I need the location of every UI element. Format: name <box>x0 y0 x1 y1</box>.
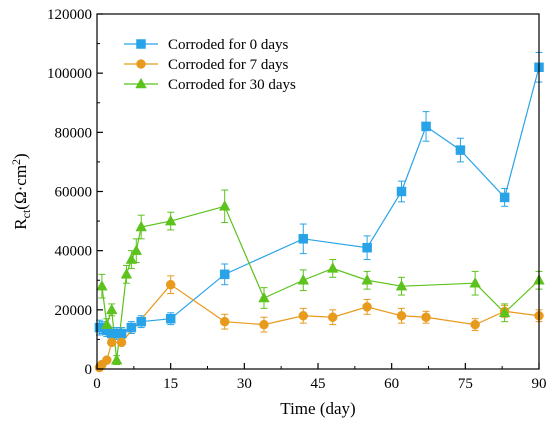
x-tick-label: 90 <box>532 376 547 392</box>
data-point-square <box>396 186 407 197</box>
y-tick-label: 20000 <box>55 303 93 319</box>
data-point-square <box>136 316 146 327</box>
data-point-square <box>165 313 176 324</box>
data-point-triangle <box>361 274 373 285</box>
data-point-circle <box>259 319 269 330</box>
y-axis: 0 20000 40000 60000 80000 100000 120000 <box>47 7 103 378</box>
data-point-triangle <box>469 276 481 288</box>
data-point-circle <box>327 312 338 322</box>
x-tick-label: 75 <box>458 376 473 392</box>
series-markers <box>94 62 545 373</box>
legend-label: Corroded for 7 days <box>168 57 289 73</box>
x-tick-label: 30 <box>237 376 252 392</box>
legend-label: Corroded for 0 days <box>168 37 289 53</box>
y-axis-label-main: R <box>11 218 30 230</box>
data-point-circle <box>470 319 480 330</box>
x-tick-label: 60 <box>384 376 399 392</box>
data-point-square <box>126 322 137 333</box>
plot-area-frame <box>96 13 540 370</box>
data-point-circle <box>396 311 407 321</box>
data-point-triangle <box>218 200 231 211</box>
series-line-square <box>99 67 540 335</box>
data-point-triangle <box>135 220 147 232</box>
legend-marker <box>136 59 146 69</box>
data-point-triangle <box>395 279 408 291</box>
data-point-square <box>499 192 510 203</box>
data-point-square <box>421 121 431 132</box>
data-point-triangle <box>327 262 339 273</box>
data-point-triangle <box>258 291 270 303</box>
data-point-circle <box>106 337 117 348</box>
data-point-circle <box>421 312 431 322</box>
legend-marker <box>135 77 147 89</box>
data-point-circle <box>165 279 176 290</box>
y-tick-label: 0 <box>85 362 93 378</box>
data-point-triangle <box>125 253 138 264</box>
data-point-circle <box>116 337 127 348</box>
y-tick-label: 100000 <box>47 66 92 82</box>
legend-marker <box>136 39 146 49</box>
y-axis-label: Rct(Ω·cm2) <box>9 153 33 229</box>
x-tick-label: 45 <box>311 376 326 392</box>
y-tick-label: 40000 <box>55 244 93 260</box>
data-point-triangle <box>110 353 123 365</box>
data-point-circle <box>219 316 230 327</box>
data-point-circle <box>362 302 372 312</box>
data-point-circle <box>298 311 309 321</box>
data-point-triangle <box>106 303 118 315</box>
legend-label: Corroded for 30 days <box>168 77 296 93</box>
data-point-triangle <box>130 244 143 255</box>
x-tick-label: 15 <box>163 376 178 392</box>
series-line-triangle <box>101 205 540 361</box>
data-point-square <box>219 269 230 280</box>
y-axis-label-units: (Ω·cm <box>11 165 30 210</box>
data-point-square <box>455 145 466 155</box>
y-tick-label: 60000 <box>55 185 93 201</box>
y-axis-label-superscript: 2 <box>9 159 23 165</box>
data-point-square <box>298 234 309 244</box>
y-tick-label: 120000 <box>47 7 92 23</box>
y-axis-label-subscript: ct <box>19 209 33 218</box>
data-point-triangle <box>101 318 113 329</box>
data-point-square <box>116 328 127 339</box>
x-tick-label: 0 <box>93 376 101 392</box>
data-point-triangle <box>120 268 133 279</box>
x-axis-label: Time (day) <box>280 399 355 418</box>
y-axis-label-close: ) <box>11 153 30 159</box>
data-point-square <box>362 242 372 253</box>
x-axis: 0 15 30 45 60 75 90 <box>93 363 547 392</box>
data-point-triangle <box>297 274 309 285</box>
data-point-circle <box>102 355 112 365</box>
y-tick-label: 80000 <box>55 125 93 141</box>
data-point-triangle <box>164 214 177 226</box>
legend: Corroded for 0 days Corroded for 7 days Co… <box>124 37 296 93</box>
data-point-triangle <box>498 306 511 318</box>
series-line-circle <box>98 283 540 368</box>
data-point-triangle <box>96 279 108 291</box>
